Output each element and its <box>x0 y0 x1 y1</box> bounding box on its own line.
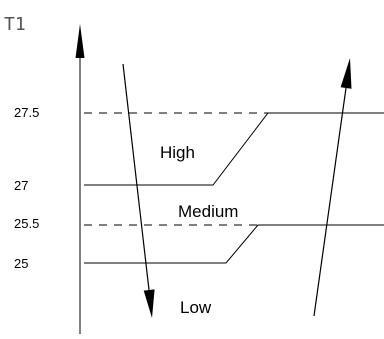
decreasing-arrow-shaft <box>122 63 150 291</box>
y-axis-arrow-icon <box>75 24 85 58</box>
region-label-medium: Medium <box>178 202 238 221</box>
axis-title: T1 <box>4 14 26 35</box>
upper-transition-curve <box>84 112 384 186</box>
lower-transition-curve <box>84 224 384 264</box>
tick-label-27: 27 <box>14 178 28 193</box>
tick-label-25-5: 25.5 <box>14 216 39 231</box>
region-label-low: Low <box>180 298 212 317</box>
tick-label-25: 25 <box>14 256 28 271</box>
tick-label-27-5: 27.5 <box>14 105 39 120</box>
region-label-high: High <box>160 143 195 162</box>
decreasing-arrow-icon <box>143 289 155 318</box>
increasing-arrow-shaft <box>313 87 347 317</box>
increasing-arrow-icon <box>340 58 352 89</box>
